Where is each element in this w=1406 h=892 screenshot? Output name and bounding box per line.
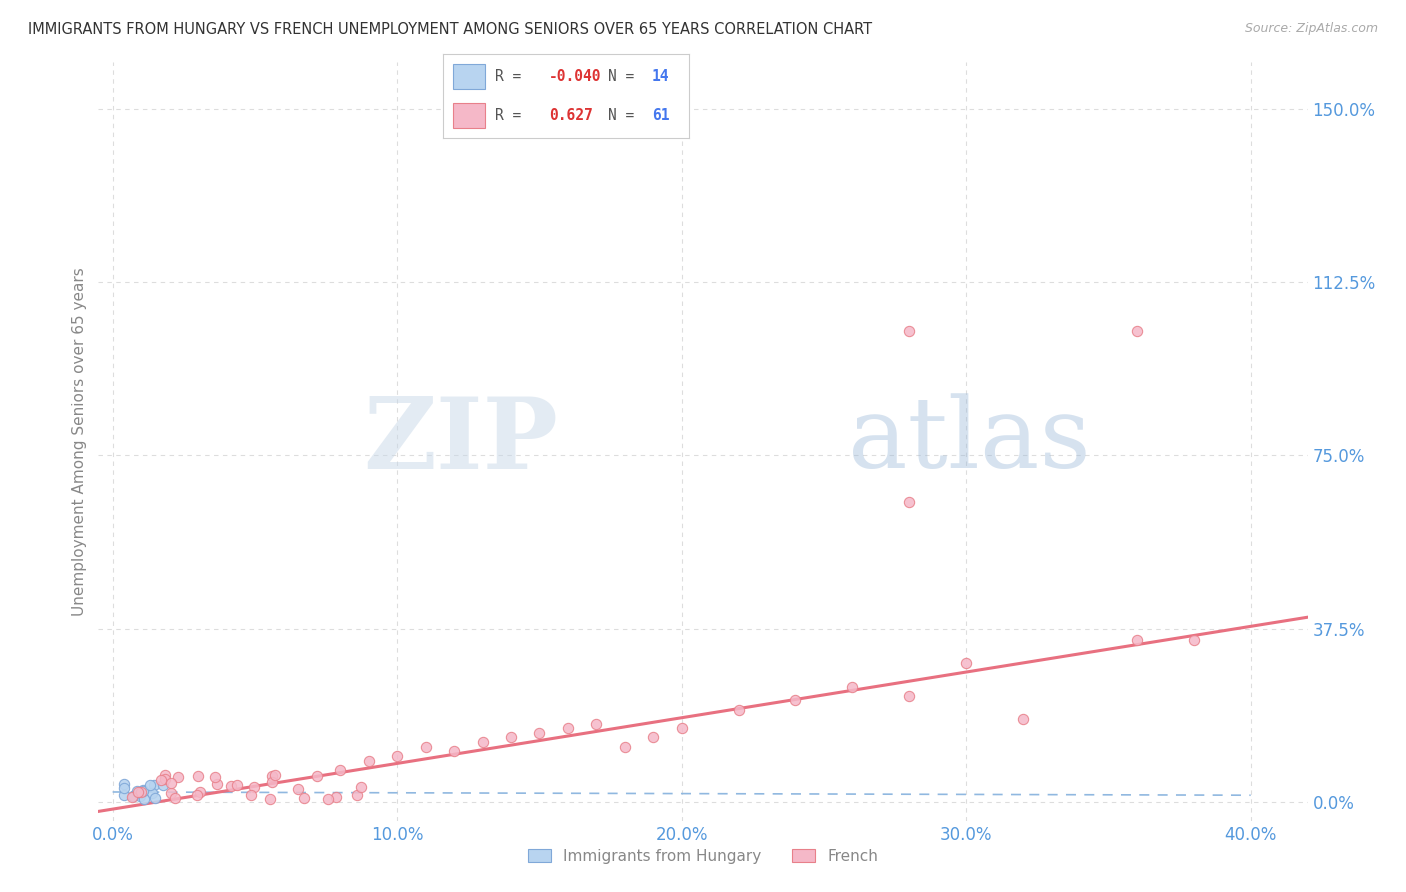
Point (221, 779, 243, 793)
Text: ZIP: ZIP (363, 393, 558, 490)
Point (727, 703, 749, 717)
Point (186, 788, 208, 802)
Y-axis label: Unemployment Among Seniors over 65 years: Unemployment Among Seniors over 65 years (72, 268, 87, 615)
Point (305, 769, 328, 783)
Point (613, 739, 636, 754)
Text: N =: N = (607, 108, 643, 123)
Point (160, 786, 183, 800)
Point (443, 744, 465, 758)
Point (152, 778, 174, 792)
Point (134, 792, 156, 806)
Text: R =: R = (495, 108, 538, 123)
Point (121, 789, 143, 804)
Point (114, 788, 136, 802)
Point (145, 790, 167, 805)
Text: 14: 14 (652, 69, 669, 84)
Point (898, 689, 921, 703)
Point (139, 778, 162, 792)
Text: R =: R = (495, 69, 530, 84)
Point (329, 763, 352, 777)
Point (1126, 633, 1149, 648)
Point (785, 693, 807, 707)
Point (350, 780, 373, 795)
Point (129, 785, 152, 799)
Point (143, 778, 166, 792)
Point (153, 768, 176, 782)
Point (131, 784, 153, 798)
Point (149, 773, 172, 788)
Point (112, 780, 135, 795)
Point (167, 770, 190, 784)
Point (1182, 633, 1205, 648)
Point (242, 780, 264, 794)
Point (1126, 324, 1149, 338)
Point (643, 731, 665, 745)
Text: 61: 61 (652, 108, 669, 123)
Point (346, 789, 368, 803)
Point (121, 789, 143, 803)
FancyBboxPatch shape (453, 103, 485, 128)
Point (357, 754, 380, 768)
Point (287, 781, 309, 796)
Text: 0.627: 0.627 (548, 108, 592, 123)
Point (529, 726, 551, 740)
Point (160, 776, 183, 790)
Point (207, 777, 229, 791)
Point (671, 721, 693, 735)
Point (499, 731, 522, 745)
Text: N =: N = (607, 69, 643, 84)
Point (898, 494, 921, 508)
Point (259, 791, 281, 805)
Point (898, 324, 921, 338)
Point (841, 680, 863, 694)
Point (585, 716, 607, 731)
Point (955, 657, 977, 671)
Point (165, 790, 187, 805)
Point (186, 769, 208, 783)
Point (240, 788, 263, 802)
Point (131, 783, 153, 797)
Point (190, 785, 212, 799)
Text: IMMIGRANTS FROM HUNGARY VS FRENCH UNEMPLOYMENT AMONG SENIORS OVER 65 YEARS CORRE: IMMIGRANTS FROM HUNGARY VS FRENCH UNEMPL… (28, 22, 872, 37)
Point (263, 768, 285, 782)
Point (415, 739, 437, 754)
Point (153, 772, 176, 787)
Point (316, 792, 339, 806)
Point (325, 790, 347, 805)
Point (1012, 712, 1035, 726)
Point (385, 748, 408, 763)
Point (127, 784, 149, 798)
Point (127, 784, 149, 798)
Text: Source: ZipAtlas.com: Source: ZipAtlas.com (1244, 22, 1378, 36)
Point (471, 735, 494, 749)
Point (262, 775, 284, 789)
Point (204, 770, 226, 784)
Text: atlas: atlas (848, 393, 1091, 490)
Point (112, 777, 135, 791)
Point (141, 785, 163, 799)
Legend: Immigrants from Hungary, French: Immigrants from Hungary, French (522, 843, 884, 870)
Point (292, 791, 315, 805)
Text: -0.040: -0.040 (548, 69, 602, 84)
Point (260, 769, 283, 783)
Point (226, 778, 249, 792)
Point (557, 721, 579, 735)
Point (128, 789, 150, 804)
FancyBboxPatch shape (453, 63, 485, 89)
